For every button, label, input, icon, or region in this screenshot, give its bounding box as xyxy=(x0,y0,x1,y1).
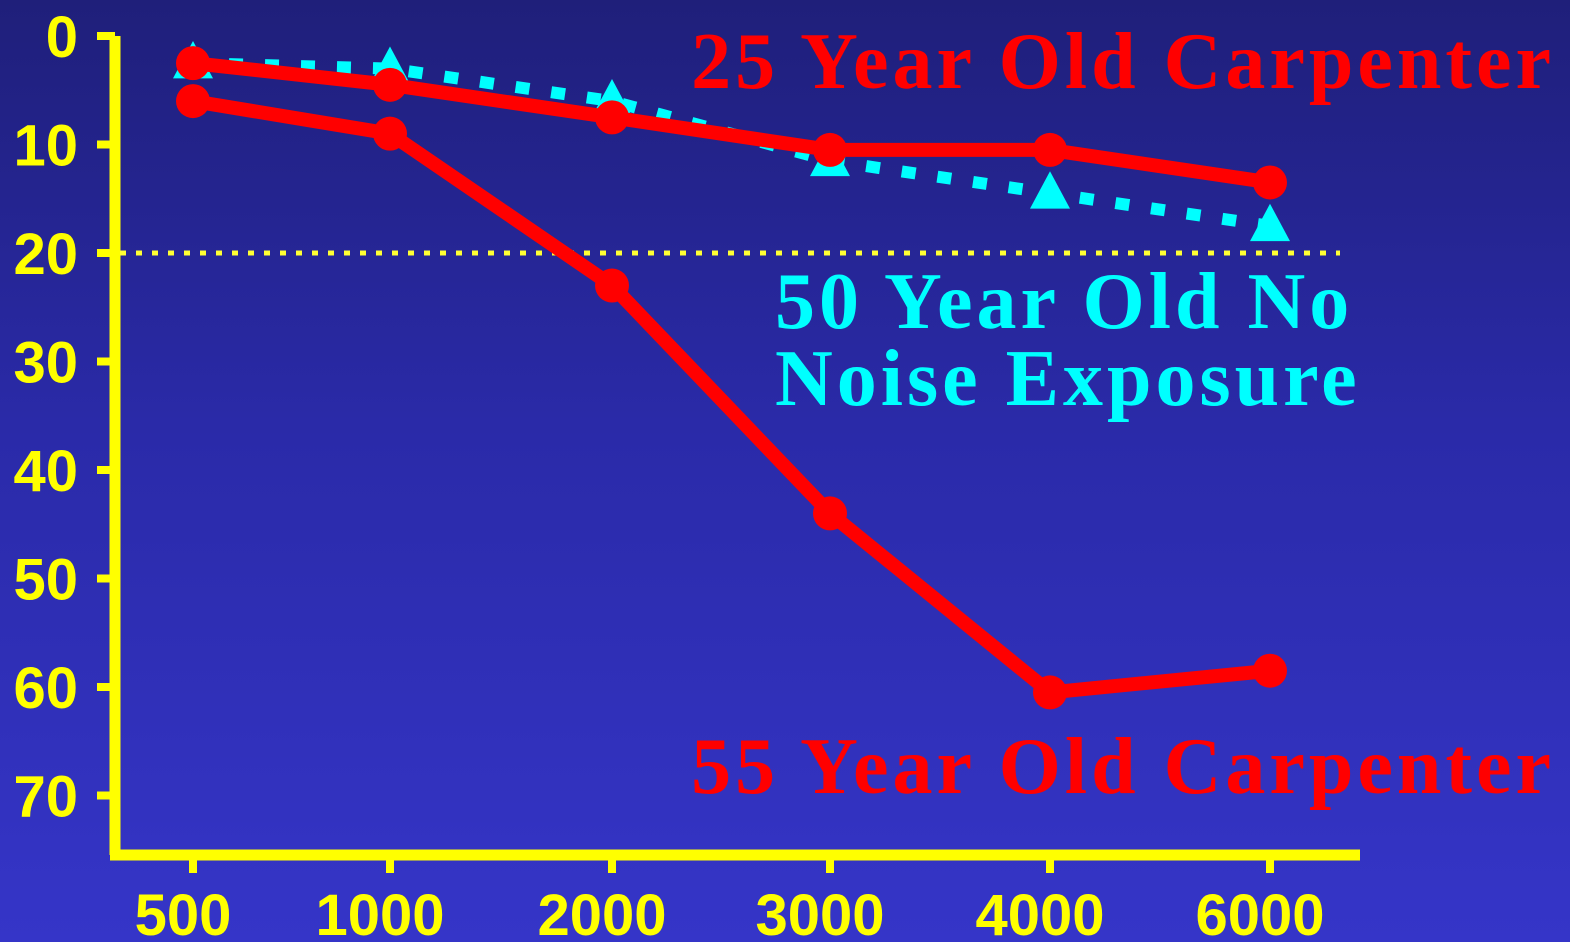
x-tick-label: 500 xyxy=(135,883,232,942)
y-tick-label: 0 xyxy=(46,5,78,70)
series-50-year-old-no-noise-line xyxy=(192,57,1271,232)
series-labels: 25 Year Old Carpenter 55 Year Old Carpen… xyxy=(691,18,1555,811)
series-label-50-year-old-line-1: 50 Year Old No xyxy=(775,258,1353,346)
data-point xyxy=(1030,171,1070,209)
data-point xyxy=(595,100,629,135)
series-layer xyxy=(173,41,1290,710)
x-tick-labels: 500 1000 2000 3000 4000 6000 xyxy=(135,883,1325,942)
series-label-55-year-old-carpenter: 55 Year Old Carpenter xyxy=(691,723,1555,811)
data-point xyxy=(813,132,847,167)
axes xyxy=(97,32,1360,873)
y-tick-labels: 0 10 20 30 40 50 60 70 xyxy=(13,5,78,830)
x-tick-label: 1000 xyxy=(315,883,444,942)
y-tick-label: 60 xyxy=(13,656,78,721)
data-point xyxy=(176,46,210,81)
series-label-50-year-old-line-2: Noise Exposure xyxy=(775,335,1361,423)
data-point xyxy=(1250,203,1290,242)
x-tick-label: 6000 xyxy=(1195,883,1324,942)
y-tick-label: 70 xyxy=(13,765,78,830)
x-tick-label: 2000 xyxy=(537,883,666,942)
data-point xyxy=(595,268,629,303)
y-tick-label: 10 xyxy=(13,114,78,179)
y-tick-label: 50 xyxy=(13,548,78,613)
series-25-year-old-carpenter xyxy=(176,46,1287,200)
data-point xyxy=(813,496,847,531)
series-25-year-old-carpenter-line xyxy=(192,56,1272,190)
data-point xyxy=(1253,653,1287,688)
y-tick-label: 30 xyxy=(13,331,78,396)
data-point xyxy=(1033,675,1067,710)
x-tick-label: 3000 xyxy=(755,883,884,942)
data-point xyxy=(373,67,407,102)
x-tick-label: 4000 xyxy=(975,883,1104,942)
series-55-year-old-carpenter xyxy=(176,84,1287,710)
series-55-year-old-carpenter-line xyxy=(191,94,1271,700)
data-point xyxy=(1253,165,1287,200)
y-tick-label: 40 xyxy=(13,439,78,504)
data-point xyxy=(176,84,210,119)
data-point xyxy=(373,116,407,151)
y-tick-label: 20 xyxy=(13,222,78,287)
series-label-25-year-old-carpenter: 25 Year Old Carpenter xyxy=(691,18,1555,106)
data-point xyxy=(1033,132,1067,167)
